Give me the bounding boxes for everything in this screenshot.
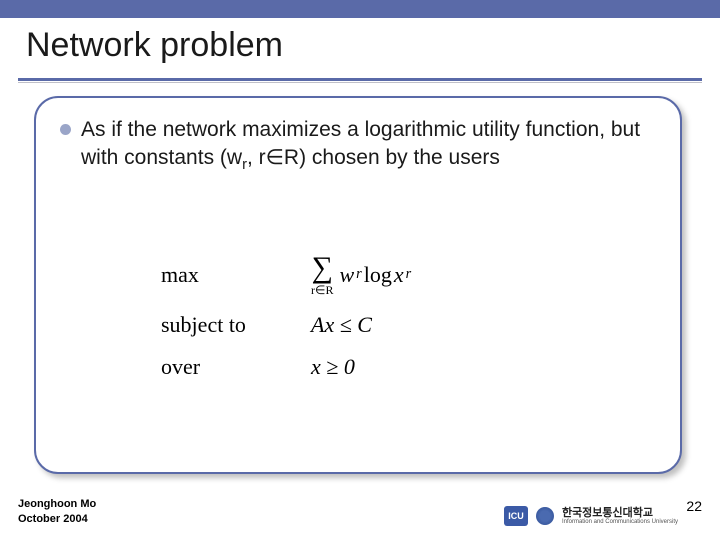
logo-text: 한국정보통신대학교 Information and Communications…	[562, 508, 678, 525]
title-divider-shadow	[18, 82, 702, 83]
sigma-icon: ∑ r∈R	[311, 253, 333, 296]
math-log: log	[364, 262, 392, 288]
math-expr-objective: ∑ r∈R wr log xr	[311, 253, 411, 296]
math-expr-constraint: Ax ≤ C	[311, 312, 372, 338]
logo-kr-text: 한국정보통신대학교	[562, 508, 678, 519]
math-x: x	[394, 262, 404, 288]
math-row-constraint: subject to Ax ≤ C	[161, 312, 581, 338]
math-label-over: over	[161, 354, 311, 380]
math-x-sub: r	[406, 266, 412, 283]
math-expr-over: x ≥ 0	[311, 354, 355, 380]
footer-author-date: October 2004	[18, 512, 96, 526]
logo-en-text: Information and Communications Universit…	[562, 519, 678, 525]
bullet-text: As if the network maximizes a logarithmi…	[81, 116, 656, 176]
title-divider	[18, 78, 702, 81]
slide-title: Network problem	[26, 26, 283, 65]
footer-author: Jeonghoon Mo October 2004	[18, 497, 96, 526]
footer-logo: ICU 한국정보통신대학교 Information and Communicat…	[504, 506, 678, 526]
logo-badge-icon: ICU	[504, 506, 528, 526]
math-block: max ∑ r∈R wr log xr subject to Ax ≤ C ov…	[161, 253, 581, 396]
math-label-max: max	[161, 262, 311, 288]
top-accent-band	[0, 0, 720, 18]
math-label-subjectto: subject to	[161, 312, 311, 338]
bullet-text-mid: , r∈R) chosen by the users	[247, 146, 500, 169]
math-w: w	[339, 262, 354, 288]
footer-page-number: 22	[686, 498, 702, 514]
content-frame: As if the network maximizes a logarithmi…	[34, 96, 682, 474]
bullet-item: As if the network maximizes a logarithmi…	[60, 116, 656, 176]
math-w-sub: r	[356, 266, 362, 283]
math-row-objective: max ∑ r∈R wr log xr	[161, 253, 581, 296]
bullet-icon	[60, 124, 71, 135]
sigma-sub: r∈R	[311, 284, 333, 296]
logo-emblem-icon	[536, 507, 554, 525]
footer-author-name: Jeonghoon Mo	[18, 497, 96, 511]
math-row-over: over x ≥ 0	[161, 354, 581, 380]
